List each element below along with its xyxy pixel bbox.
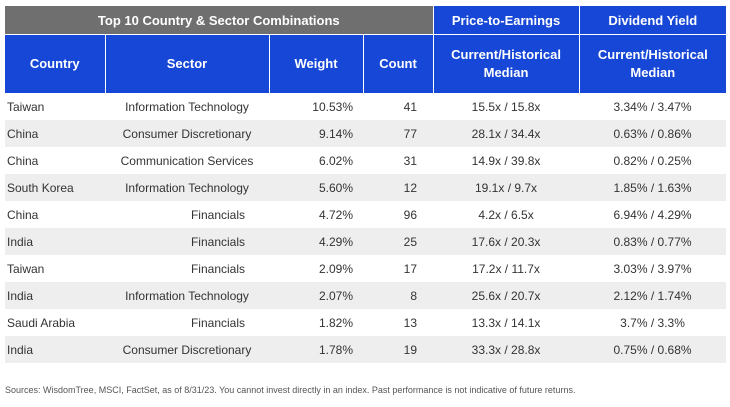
cell-sector: Financials <box>190 207 245 222</box>
cell-weight: 4.72% <box>318 207 353 222</box>
cell-count: 96 <box>403 207 418 222</box>
cell-dy: 3.03% / 3.97% <box>613 261 692 276</box>
cell-pe: 14.9x / 39.8x <box>471 153 541 168</box>
cell-count: 19 <box>363 336 434 363</box>
cell-country: India <box>5 336 105 363</box>
header-weight: Weight <box>268 34 363 93</box>
cell-dy: 0.75% / 0.68% <box>579 336 727 363</box>
cell-country: India <box>5 228 105 255</box>
combinations-table-container: Top 10 Country & Sector Combinations Pri… <box>5 6 727 363</box>
table-row: China Consumer Discretionary 9.14% 77 28… <box>5 120 727 147</box>
group-header-dy: Dividend Yield <box>578 6 727 35</box>
cell-sector: Information Technology <box>105 282 269 309</box>
group-header-row: Top 10 Country & Sector Combinations Pri… <box>5 6 727 35</box>
cell-country: Taiwan <box>7 99 45 114</box>
cell-weight: 1.78% <box>269 336 363 363</box>
table-row: India Financials 4.29% 25 17.6x / 20.3x … <box>5 228 727 255</box>
table-row: South Korea Information Technology 5.60%… <box>5 174 727 201</box>
header-pe-line2: Median <box>483 65 529 80</box>
header-pe-line1: Current/Historical <box>451 47 561 62</box>
cell-dy: 6.94% / 4.29% <box>613 207 692 222</box>
header-sector: Sector <box>104 34 269 93</box>
cell-pe: 17.2x / 11.7x <box>472 261 540 276</box>
cell-pe: 25.6x / 20.7x <box>433 282 580 309</box>
cell-dy: 0.82% / 0.25% <box>613 153 692 168</box>
header-pe: Current/Historical Median <box>432 34 580 93</box>
cell-pe: 33.3x / 28.8x <box>433 336 580 363</box>
cell-weight: 1.82% <box>318 315 353 330</box>
cell-dy: 3.7% / 3.3% <box>620 315 685 330</box>
cell-count: 8 <box>363 282 434 309</box>
column-header-row: Country Sector Weight Count Current/Hist… <box>5 34 727 93</box>
table-row: India Consumer Discretionary 1.78% 19 33… <box>5 336 727 363</box>
table-row: China Financials 4.72% 96 4.2x / 6.5x 6.… <box>5 201 726 228</box>
cell-sector: Information Technology <box>105 174 269 201</box>
cell-weight: 10.53% <box>312 99 353 114</box>
cell-dy: 0.63% / 0.86% <box>579 120 727 147</box>
cell-country: India <box>5 282 105 309</box>
cell-sector: Financials <box>105 228 269 255</box>
cell-weight: 2.09% <box>318 261 353 276</box>
header-country: Country <box>5 34 105 93</box>
cell-weight: 4.29% <box>269 228 363 255</box>
header-dy-line2: Median <box>630 65 676 80</box>
cell-sector: Information Technology <box>125 99 249 114</box>
table-row: Taiwan Financials 2.09% 17 17.2x / 11.7x… <box>5 255 726 282</box>
table-row: Saudi Arabia Financials 1.82% 13 13.3x /… <box>5 309 726 336</box>
cell-dy: 1.85% / 1.63% <box>579 174 727 201</box>
cell-pe: 15.5x / 15.8x <box>471 99 541 114</box>
cell-count: 13 <box>403 315 418 330</box>
cell-count: 77 <box>363 120 434 147</box>
footnote: Sources: WisdomTree, MSCI, FactSet, as o… <box>5 385 576 395</box>
cell-pe: 28.1x / 34.4x <box>433 120 580 147</box>
table-row: India Information Technology 2.07% 8 25.… <box>5 282 727 309</box>
cell-sector: Financials <box>190 315 245 330</box>
cell-weight: 6.02% <box>318 153 353 168</box>
cell-pe: 19.1x / 9.7x <box>433 174 580 201</box>
cell-country: China <box>7 153 39 168</box>
group-header-pe: Price-to-Earnings <box>432 6 580 35</box>
cell-weight: 2.07% <box>269 282 363 309</box>
cell-count: 41 <box>403 99 418 114</box>
table-row: China Communication Services 6.02% 31 14… <box>5 147 726 174</box>
cell-count: 12 <box>363 174 434 201</box>
cell-pe: 17.6x / 20.3x <box>433 228 580 255</box>
header-count: Count <box>362 34 434 93</box>
cell-sector: Communication Services <box>120 153 254 168</box>
cell-weight: 5.60% <box>269 174 363 201</box>
table-row: Taiwan Information Technology 10.53% 41 … <box>5 93 726 120</box>
cell-count: 25 <box>363 228 434 255</box>
cell-pe: 4.2x / 6.5x <box>478 207 534 222</box>
cell-count: 31 <box>403 153 418 168</box>
cell-country: Taiwan <box>7 261 45 276</box>
cell-count: 17 <box>403 261 418 276</box>
cell-dy: 2.12% / 1.74% <box>579 282 727 309</box>
cell-sector: Consumer Discretionary <box>105 120 269 147</box>
cell-country: Saudi Arabia <box>7 315 76 330</box>
cell-pe: 13.3x / 14.1x <box>471 315 541 330</box>
cell-sector: Financials <box>190 261 245 276</box>
header-dy: Current/Historical Median <box>578 34 727 93</box>
cell-sector: Consumer Discretionary <box>105 336 269 363</box>
table-body: Taiwan Information Technology 10.53% 41 … <box>5 93 727 363</box>
cell-dy: 0.83% / 0.77% <box>579 228 727 255</box>
cell-country: China <box>7 207 39 222</box>
cell-dy: 3.34% / 3.47% <box>613 99 692 114</box>
combinations-table: Top 10 Country & Sector Combinations Pri… <box>5 6 727 363</box>
group-header-main: Top 10 Country & Sector Combinations <box>5 6 434 35</box>
header-dy-line1: Current/Historical <box>597 47 708 62</box>
cell-weight: 9.14% <box>269 120 363 147</box>
cell-country: South Korea <box>5 174 105 201</box>
cell-country: China <box>5 120 105 147</box>
